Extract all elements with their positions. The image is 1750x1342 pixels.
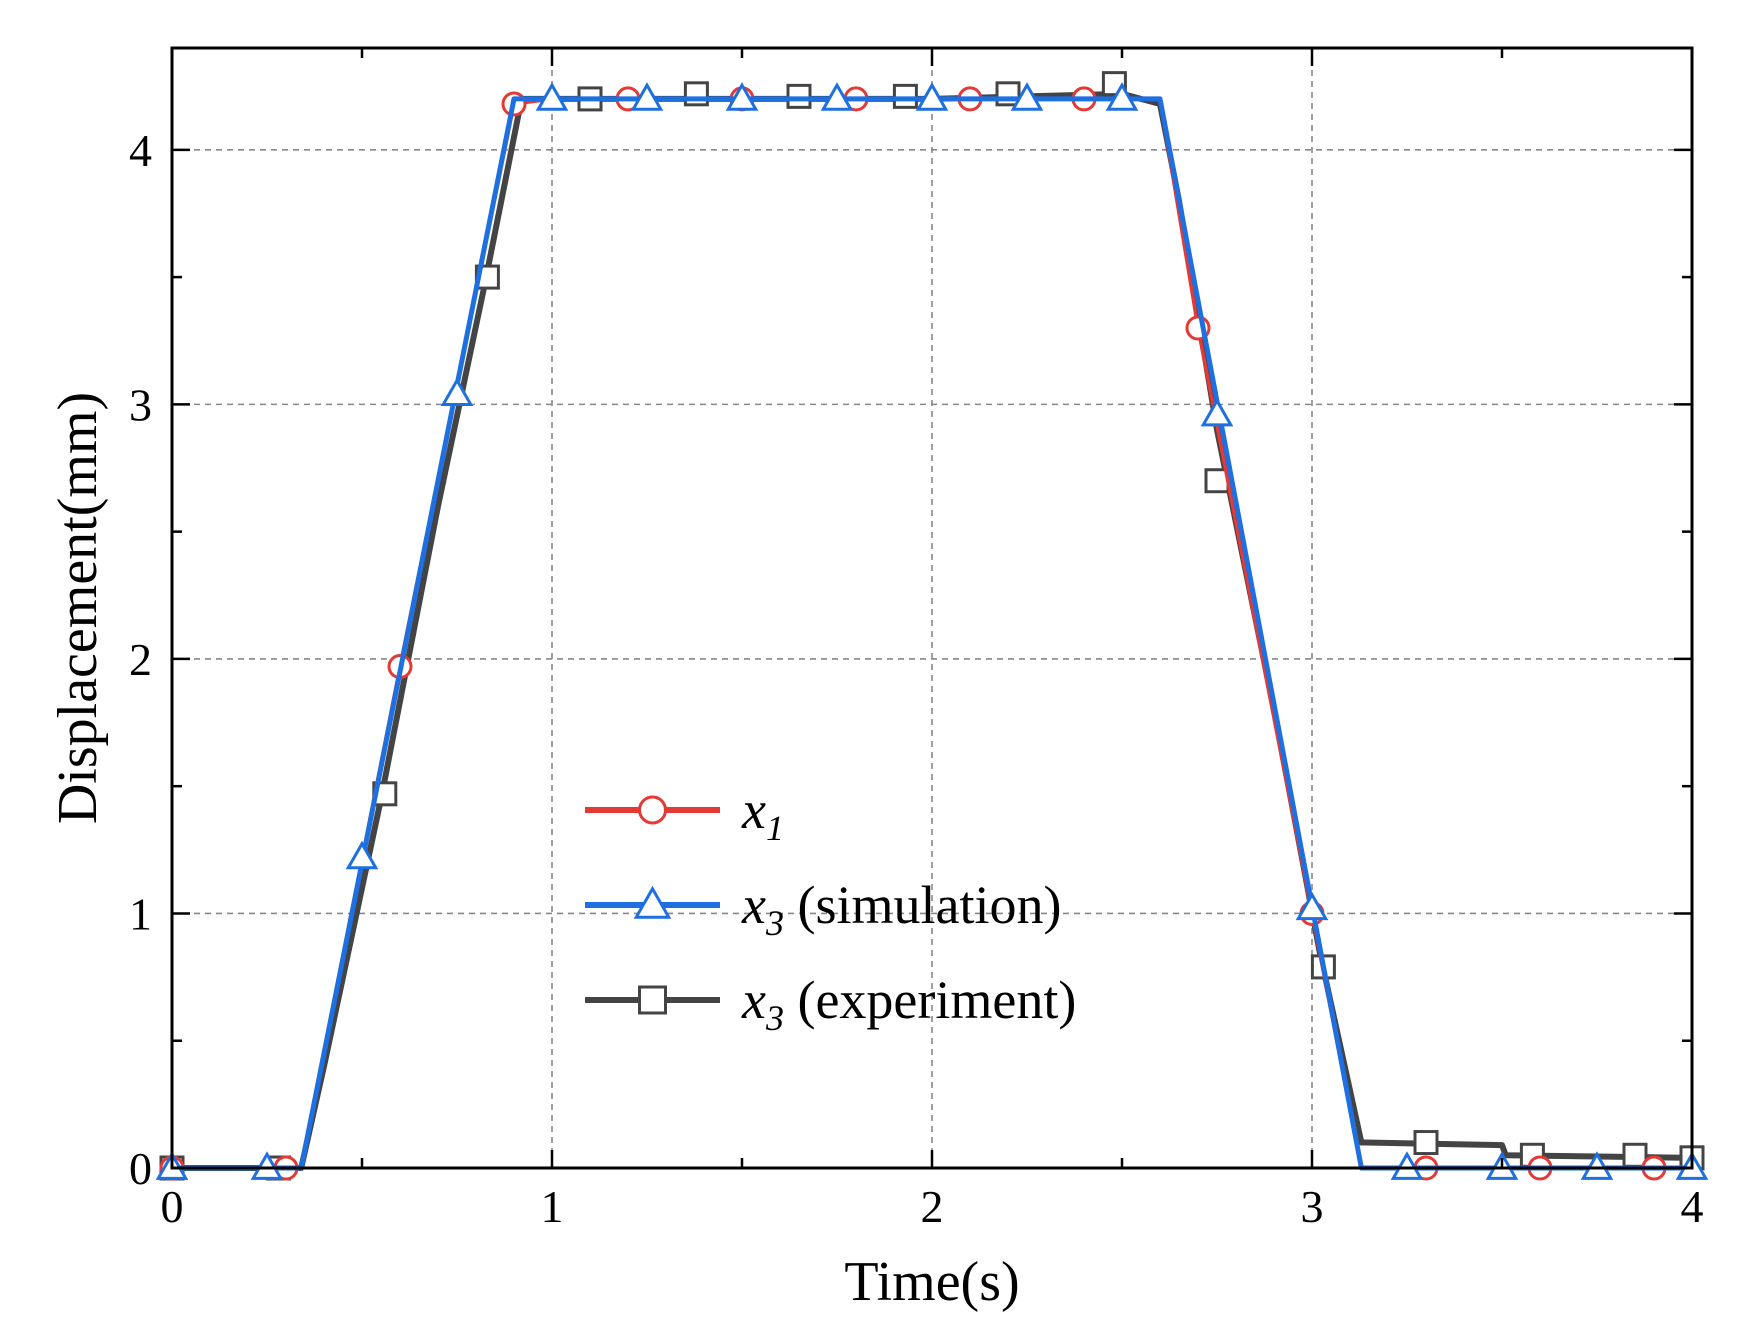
series-point bbox=[1413, 1130, 1439, 1156]
legend-marker bbox=[633, 885, 672, 919]
series-point bbox=[345, 840, 379, 870]
series-point bbox=[1105, 82, 1139, 111]
series-point bbox=[995, 81, 1021, 107]
series-point bbox=[1200, 397, 1234, 427]
series-point bbox=[1295, 891, 1329, 921]
grid-lines bbox=[172, 48, 1692, 1168]
series-point bbox=[892, 83, 918, 109]
x-tick-label: 0 bbox=[161, 1181, 184, 1232]
legend-var: x bbox=[741, 875, 766, 935]
y-tick-label: 2 bbox=[129, 634, 152, 685]
axis-ticks bbox=[170, 48, 1694, 1170]
series-point bbox=[1580, 1151, 1614, 1180]
legend-item: x3 (simulation) bbox=[585, 875, 1061, 943]
series-point bbox=[725, 82, 759, 111]
series-point bbox=[915, 82, 949, 111]
y-tick-label: 4 bbox=[129, 125, 152, 176]
x-tick-label: 1 bbox=[541, 1181, 564, 1232]
series-point bbox=[535, 82, 569, 111]
legend-item: x1 bbox=[585, 780, 784, 848]
x-tick-label: 4 bbox=[1681, 1181, 1704, 1232]
legend-var: x bbox=[741, 780, 766, 840]
legend-subscript: 1 bbox=[766, 808, 784, 848]
x-axis-title: Time(s) bbox=[844, 1251, 1019, 1313]
legend-label: x1 bbox=[741, 780, 784, 848]
x-tick-label: 3 bbox=[1301, 1181, 1324, 1232]
y-tick-label: 3 bbox=[129, 379, 152, 430]
legend-subscript: 3 bbox=[765, 998, 784, 1038]
series-point bbox=[683, 81, 709, 107]
series-point bbox=[820, 82, 854, 111]
legend-label: x3 (simulation) bbox=[741, 875, 1061, 943]
legend-suffix: (simulation) bbox=[784, 875, 1061, 935]
legend-label: x3 (experiment) bbox=[741, 970, 1076, 1038]
series-point bbox=[1010, 82, 1044, 111]
series-point bbox=[786, 83, 812, 109]
legend-suffix: (experiment) bbox=[784, 970, 1076, 1030]
series-point bbox=[440, 377, 474, 406]
legend-marker bbox=[638, 795, 667, 825]
tick-labels: 0 1 2 3 4 0 1 2 3 4 bbox=[129, 125, 1704, 1232]
y-tick-label: 0 bbox=[129, 1143, 152, 1194]
legend-marker bbox=[638, 985, 667, 1015]
y-axis-title: Displacement(mm) bbox=[47, 392, 109, 824]
series-point bbox=[630, 82, 664, 111]
legend-var: x bbox=[741, 970, 766, 1030]
legend-item: x3 (experiment) bbox=[585, 970, 1076, 1038]
series-point bbox=[1390, 1151, 1424, 1180]
x-tick-label: 2 bbox=[921, 1181, 944, 1232]
legend-subscript: 3 bbox=[765, 903, 784, 943]
y-tick-label: 1 bbox=[129, 888, 152, 939]
series-point bbox=[250, 1151, 284, 1180]
